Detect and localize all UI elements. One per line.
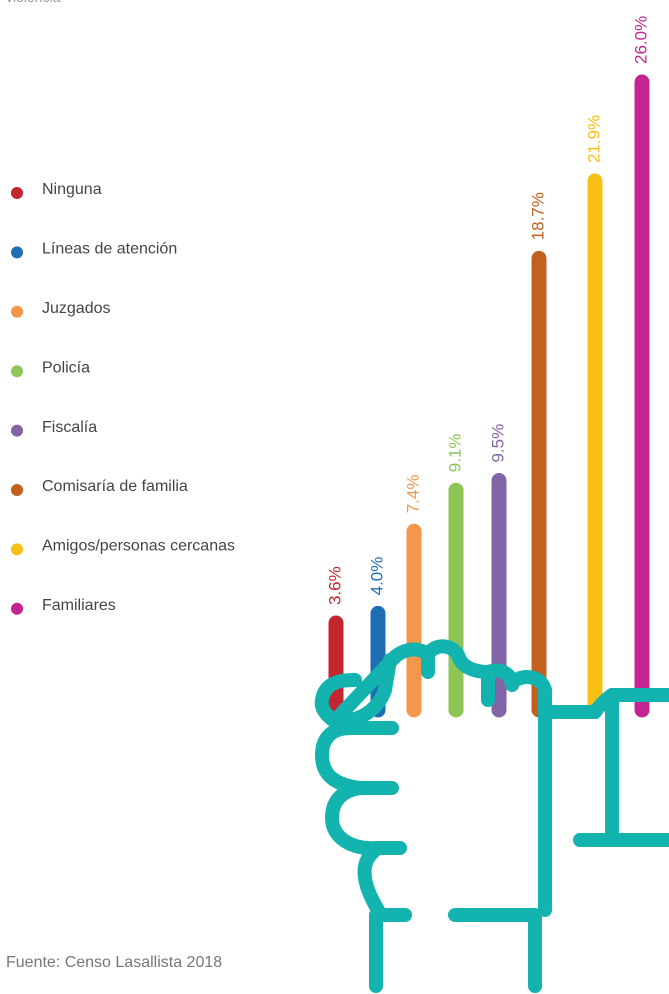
legend-swatch [11,305,23,318]
value-label: 26.0% [631,16,650,64]
legend-label: Juzgados [42,300,111,317]
legend-swatch [11,602,23,615]
legend: Ninguna Líneas de atención Juzgados Policía… [11,181,235,615]
legend-label: Policía [42,359,90,376]
value-label: 18.7% [528,192,547,240]
legend-swatch [11,484,23,496]
value-label: 3.6% [325,566,344,605]
value-label: 9.1% [445,433,464,472]
legend-label: Comisaría de familia [42,478,188,495]
value-label: 21.9% [584,115,603,163]
legend-label: Fiscalía [42,419,97,436]
chart-title: violencia [6,0,61,5]
legend-label: Familiares [42,597,116,614]
hand-illustration [314,639,669,993]
legend-swatch [11,424,23,437]
value-label: 4.0% [367,557,386,596]
legend-label: Ninguna [42,181,102,198]
source: Fuente: Censo Lasallista 2018 [6,954,222,971]
value-label: 9.5% [488,424,507,463]
legend-label: Amigos/personas cercanas [42,538,235,555]
legend-swatch [11,365,23,378]
value-label: 7.4% [403,475,422,514]
bars: 3.6% 4.0% 7.4% 9.1% 9.5% 18.7% 21.9% 26.0% [325,16,650,718]
legend-swatch [11,187,23,199]
legend-swatch [11,246,23,259]
legend-label: Líneas de atención [42,241,177,258]
legend-swatch [11,543,23,556]
